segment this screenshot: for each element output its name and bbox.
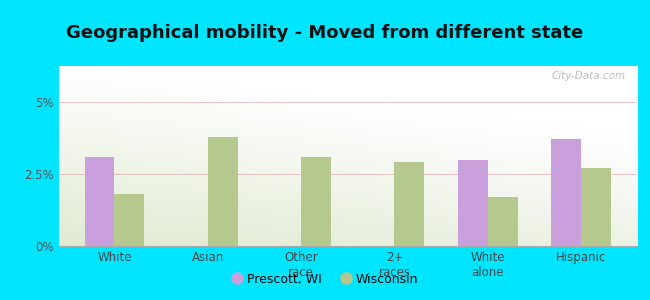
Bar: [84, 157, 114, 246]
Bar: [488, 197, 517, 246]
Bar: [208, 136, 238, 246]
Bar: [114, 194, 144, 246]
Legend: Prescott, WI, Wisconsin: Prescott, WI, Wisconsin: [227, 268, 423, 291]
Bar: [395, 163, 424, 246]
Text: City-Data.com: City-Data.com: [551, 71, 625, 81]
Text: Geographical mobility - Moved from different state: Geographical mobility - Moved from diffe…: [66, 24, 584, 42]
Bar: [458, 160, 488, 246]
Bar: [301, 157, 331, 246]
Bar: [581, 168, 611, 246]
Bar: [551, 140, 581, 246]
